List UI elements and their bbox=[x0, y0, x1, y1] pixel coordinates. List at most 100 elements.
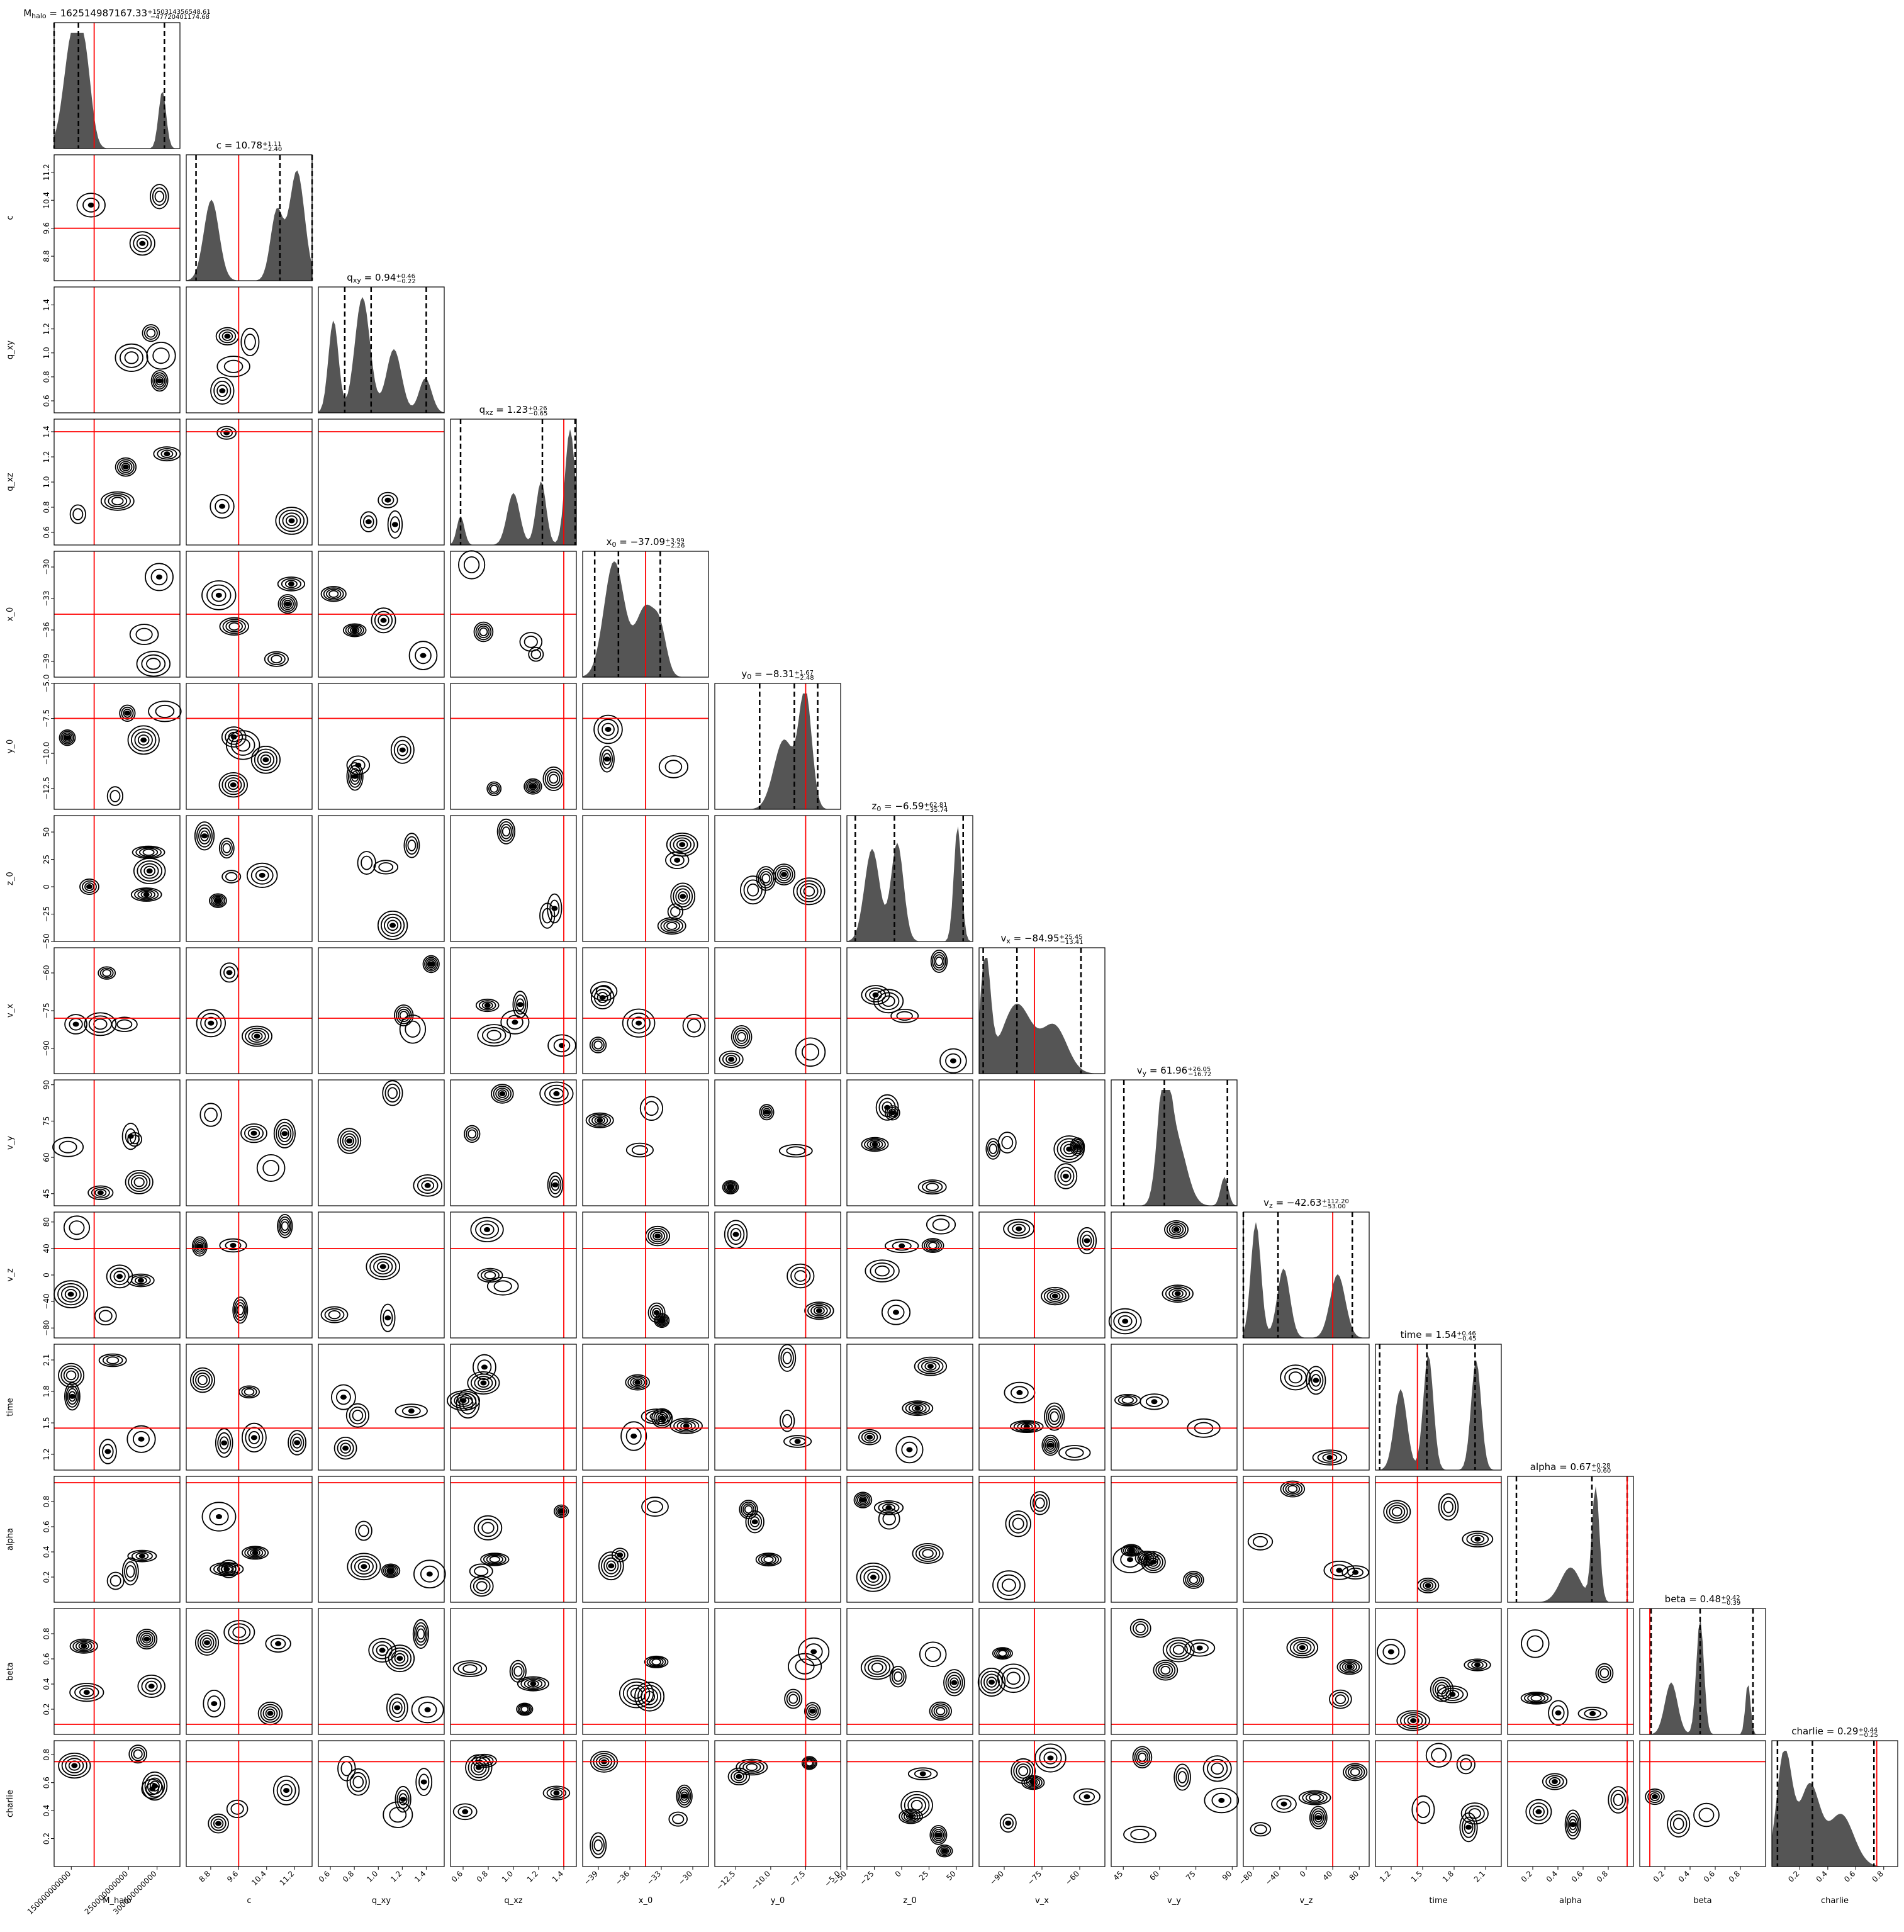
contour bbox=[1647, 1790, 1662, 1803]
panel-frame bbox=[186, 1608, 313, 1735]
contour bbox=[123, 709, 132, 718]
contour bbox=[1143, 1553, 1163, 1571]
contour bbox=[221, 726, 247, 748]
contour bbox=[759, 1104, 775, 1121]
contour bbox=[1460, 1758, 1472, 1771]
contour bbox=[620, 1421, 647, 1451]
contour bbox=[549, 773, 559, 784]
panel-frame bbox=[1111, 1608, 1238, 1735]
ytick-label: −25 bbox=[42, 906, 51, 922]
contour bbox=[216, 425, 237, 440]
contour bbox=[1117, 1395, 1138, 1405]
contour bbox=[915, 1545, 941, 1562]
contour bbox=[284, 580, 298, 588]
contour bbox=[868, 1660, 887, 1675]
contour bbox=[452, 1803, 478, 1821]
xtick-label: 0.8 bbox=[475, 1869, 490, 1884]
contour-core bbox=[551, 906, 558, 911]
contour bbox=[119, 461, 133, 473]
contour-core bbox=[424, 1707, 431, 1712]
xtick-label: 0.8 bbox=[1595, 1869, 1610, 1884]
contour bbox=[1309, 1806, 1328, 1829]
contour bbox=[498, 821, 514, 842]
contour bbox=[457, 1662, 483, 1675]
contour bbox=[204, 1108, 218, 1123]
contour bbox=[1462, 1530, 1494, 1547]
contour-core bbox=[815, 1308, 822, 1313]
contour bbox=[344, 1135, 354, 1147]
xtick-label: 0.6 bbox=[1702, 1869, 1716, 1884]
contour-core bbox=[552, 1182, 559, 1188]
ytick-label: 1.2 bbox=[42, 323, 51, 335]
ytick-label: 25 bbox=[42, 855, 51, 864]
contour-core bbox=[428, 962, 435, 967]
contour bbox=[1344, 1663, 1355, 1671]
contour bbox=[395, 1403, 428, 1418]
contour bbox=[127, 1132, 143, 1147]
xlabel-c: c bbox=[247, 1896, 251, 1906]
contour bbox=[1456, 1754, 1476, 1775]
ytick-label: 0.8 bbox=[42, 501, 51, 513]
panel-frame bbox=[582, 1740, 709, 1867]
contour bbox=[152, 372, 167, 390]
contour bbox=[477, 625, 490, 639]
contour bbox=[644, 1101, 659, 1116]
contour bbox=[245, 1427, 264, 1449]
contour bbox=[1079, 1230, 1095, 1251]
contour bbox=[248, 1030, 266, 1043]
contour bbox=[591, 1115, 608, 1126]
contour bbox=[679, 1789, 690, 1804]
panel-frame bbox=[450, 1608, 577, 1735]
contour bbox=[250, 746, 281, 774]
contour bbox=[276, 1121, 294, 1145]
panel-frame bbox=[53, 22, 181, 149]
contour bbox=[980, 1670, 1003, 1694]
contour-core bbox=[530, 1681, 537, 1687]
contour bbox=[790, 1267, 811, 1286]
contour bbox=[860, 1565, 887, 1589]
contour bbox=[191, 1236, 208, 1257]
contour bbox=[265, 1634, 291, 1653]
contour bbox=[996, 1649, 1009, 1658]
contour bbox=[362, 515, 374, 529]
contour bbox=[278, 509, 305, 532]
contour bbox=[420, 1565, 439, 1583]
contour bbox=[395, 1785, 412, 1813]
contour bbox=[346, 762, 364, 791]
contour bbox=[666, 833, 698, 857]
contour bbox=[350, 771, 359, 782]
contour bbox=[456, 1389, 480, 1419]
panel-frame bbox=[318, 1211, 445, 1339]
contour bbox=[1123, 1545, 1140, 1556]
panel-charlie-q_xz: 0.6 0.8 1.0 1.2 1.4q_xz bbox=[450, 1740, 577, 1906]
contour bbox=[1599, 1668, 1610, 1678]
contour bbox=[102, 1354, 123, 1366]
contour bbox=[324, 1308, 345, 1322]
panel-frame bbox=[1111, 1344, 1238, 1471]
contour bbox=[62, 732, 73, 743]
panel-time-z_0 bbox=[846, 1344, 973, 1471]
contour bbox=[929, 1701, 952, 1721]
contour bbox=[1044, 1402, 1065, 1431]
contour-core bbox=[484, 1003, 491, 1008]
contour bbox=[1302, 1791, 1328, 1804]
contour bbox=[908, 1403, 927, 1413]
contour bbox=[213, 1563, 240, 1575]
contour bbox=[63, 733, 72, 742]
title-v_x: vx = −84.95+25.45 −13.41 bbox=[1000, 933, 1083, 946]
panel-frame bbox=[1375, 1608, 1502, 1735]
contour bbox=[1566, 1812, 1580, 1837]
contour bbox=[1058, 1445, 1091, 1461]
histogram-time bbox=[1375, 1354, 1501, 1470]
panel-alpha-q_xy bbox=[318, 1476, 446, 1603]
panel-y_0-c bbox=[186, 683, 313, 810]
panel-time-x_0 bbox=[582, 1344, 709, 1471]
contour bbox=[1467, 1660, 1487, 1670]
contour-core bbox=[388, 1568, 394, 1573]
contour bbox=[1403, 1714, 1423, 1727]
contour bbox=[1041, 1287, 1070, 1306]
contour bbox=[1271, 1795, 1297, 1813]
contour-core bbox=[781, 872, 787, 877]
contour bbox=[462, 1397, 474, 1411]
contour bbox=[328, 1310, 341, 1320]
